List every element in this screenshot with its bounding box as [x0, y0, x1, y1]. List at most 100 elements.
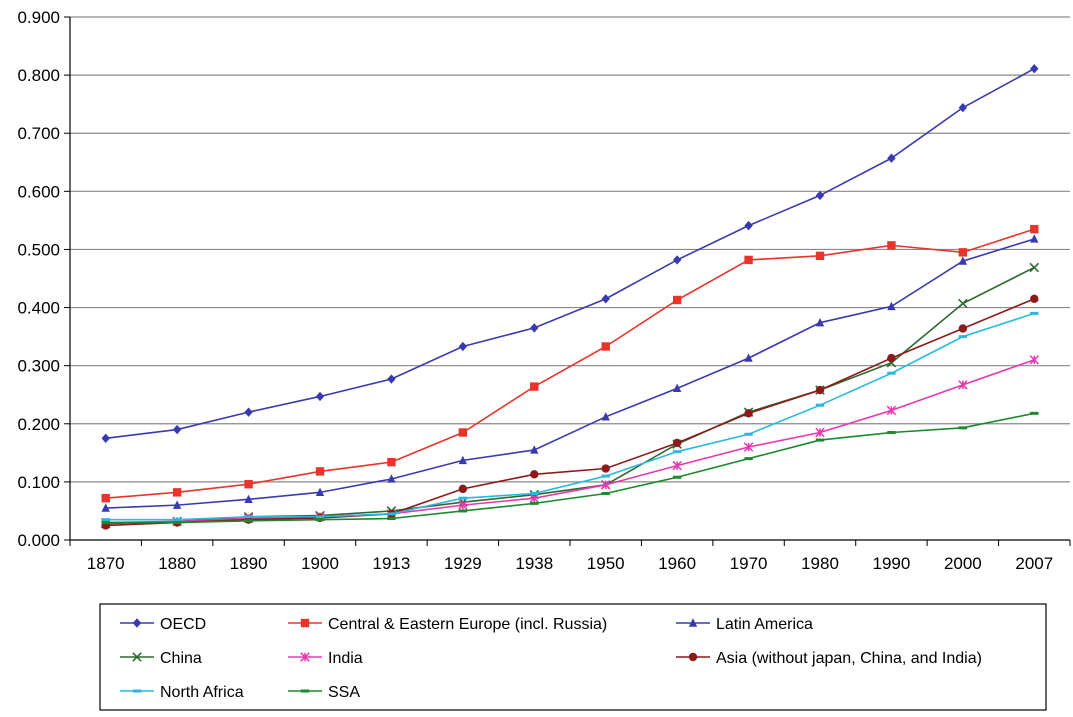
data-point [387, 474, 396, 483]
y-tick-label: 0.600 [17, 182, 60, 201]
x-tick-label: 1870 [87, 554, 125, 573]
legend-label: Central & Eastern Europe (incl. Russia) [328, 616, 607, 633]
data-point [172, 488, 182, 497]
data-point [958, 248, 968, 257]
legend-label: OECD [160, 616, 206, 633]
series-latin-america [101, 234, 1039, 512]
series-line [105, 228, 1035, 499]
data-point [815, 251, 825, 261]
legend-swatch-marker [688, 652, 698, 662]
legend-item: OECD [120, 616, 206, 633]
legend-swatch-marker [132, 618, 142, 628]
legend-label: Asia (without japan, China, and India) [716, 650, 982, 667]
legend-swatch-marker [300, 652, 310, 662]
x-tick-label: 1970 [730, 554, 768, 573]
y-tick-label: 0.500 [17, 240, 60, 259]
data-point [244, 494, 253, 504]
data-point [601, 294, 610, 304]
data-point [601, 464, 610, 473]
data-point [101, 503, 110, 512]
series-central-eastern-europe-incl-russia [101, 224, 1039, 503]
data-point [458, 500, 468, 510]
data-point [315, 467, 325, 476]
y-tick-label: 0.200 [17, 415, 60, 434]
data-point [815, 190, 825, 201]
data-point [529, 493, 540, 503]
grid-lines [70, 16, 1070, 483]
series-asia-without-japan-china-and-india [101, 294, 1039, 530]
data-point [744, 255, 753, 265]
x-tick-label: 1950 [587, 554, 625, 573]
x-tick-label: 1890 [230, 554, 268, 573]
data-point [1030, 294, 1039, 304]
series-oecd [101, 64, 1039, 444]
data-point [887, 153, 896, 163]
data-point [744, 409, 753, 418]
data-point [672, 460, 682, 471]
data-point [530, 445, 539, 454]
y-tick-label: 0.100 [17, 473, 60, 492]
x-tick-label: 1938 [515, 554, 553, 573]
data-point [1030, 224, 1039, 234]
data-point [815, 385, 825, 395]
legend-label: North Africa [160, 684, 244, 701]
legend-item: China [120, 650, 202, 667]
data-point [886, 405, 897, 416]
x-tick-label: 1990 [873, 554, 911, 573]
data-point [672, 255, 682, 265]
data-point [1029, 355, 1040, 365]
series-north-africa [101, 311, 1039, 522]
data-point [958, 102, 968, 113]
series-india [100, 355, 1040, 528]
legend-box [99, 603, 1047, 711]
data-point [458, 455, 468, 465]
y-tick-label: 0.800 [17, 66, 60, 85]
data-point [815, 427, 825, 438]
x-axis-ticks: 1870 1880 1890 1900 1913 1929 1938 1950 1960 1970… [69, 540, 1071, 573]
data-point [672, 438, 682, 448]
series-group [100, 64, 1040, 530]
data-point [101, 493, 110, 503]
data-point [458, 428, 468, 437]
legend-item: Central & Eastern Europe (incl. Russia) [288, 616, 607, 633]
legend-swatch-marker [300, 618, 310, 628]
data-point [244, 407, 253, 417]
data-point [315, 391, 325, 402]
data-point [172, 424, 182, 435]
legend-swatch-marker [132, 652, 142, 662]
data-point [815, 317, 825, 327]
x-tick-label: 1929 [444, 554, 482, 573]
legend-label: India [328, 650, 363, 667]
x-tick-label: 1913 [373, 554, 411, 573]
legend: OECD Central & Eastern Europe (incl. Russ… [99, 603, 1047, 711]
x-tick-label: 1900 [301, 554, 339, 573]
data-point [1030, 234, 1039, 243]
legend-item: Latin America [676, 616, 813, 633]
data-point [458, 484, 468, 494]
legend-label: Latin America [716, 616, 813, 633]
data-point [672, 383, 682, 393]
legend-swatch-marker [688, 618, 698, 627]
series-line [105, 298, 1035, 527]
x-tick-label: 1880 [158, 554, 196, 573]
data-point [458, 341, 468, 352]
legend-item: North Africa [120, 684, 244, 701]
x-tick-label: 2000 [944, 554, 982, 573]
x-tick-label: 2007 [1015, 554, 1053, 573]
data-point [958, 380, 968, 390]
data-point [743, 442, 754, 452]
data-point [958, 298, 968, 309]
data-point [958, 256, 968, 265]
data-point [387, 457, 396, 467]
legend-item: SSA [288, 684, 360, 701]
series-line [105, 238, 1035, 509]
x-tick-label: 1980 [801, 554, 839, 573]
y-tick-label: 0.900 [17, 8, 60, 27]
data-point [601, 412, 610, 421]
data-point [672, 295, 682, 305]
y-tick-label: 0.300 [17, 357, 60, 376]
legend-label: China [160, 650, 202, 667]
data-point [1030, 64, 1039, 74]
